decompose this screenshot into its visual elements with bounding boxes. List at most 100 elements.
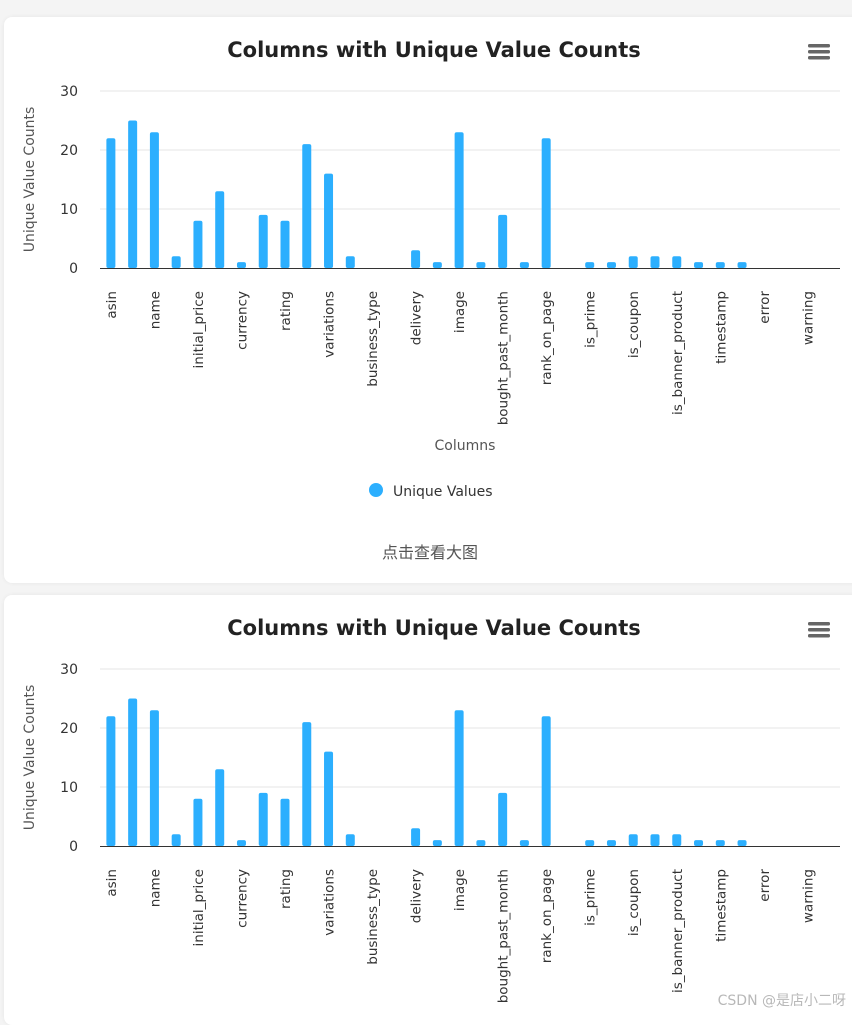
- bar[interactable]: [215, 191, 225, 268]
- bar[interactable]: [606, 840, 616, 846]
- y-axis-title: Unique Value Counts: [22, 685, 38, 831]
- x-tick-label: rating: [278, 869, 294, 909]
- bar[interactable]: [280, 220, 290, 268]
- legend-marker: [369, 483, 383, 497]
- bar[interactable]: [715, 262, 725, 268]
- x-tick-label: is_prime: [583, 291, 599, 348]
- bar[interactable]: [737, 840, 747, 846]
- bar[interactable]: [128, 698, 138, 847]
- watermark: CSDN @是店小二呀: [717, 993, 846, 1009]
- y-tick-label: 10: [60, 780, 78, 796]
- x-tick-label: name: [147, 869, 163, 907]
- bar[interactable]: [715, 840, 725, 846]
- bar[interactable]: [454, 710, 464, 846]
- x-tick-label: is_coupon: [626, 291, 642, 358]
- bar[interactable]: [302, 144, 312, 268]
- x-axis-title: Columns: [435, 438, 496, 454]
- bar[interactable]: [694, 262, 704, 268]
- x-tick-label: rank_on_page: [539, 869, 555, 963]
- bar[interactable]: [236, 840, 246, 846]
- bar[interactable]: [345, 256, 355, 268]
- x-tick-label: is_banner_product: [670, 869, 686, 993]
- bar[interactable]: [541, 716, 551, 846]
- bar[interactable]: [149, 132, 159, 268]
- y-tick-label: 20: [60, 143, 78, 159]
- x-tick-label: delivery: [409, 291, 425, 345]
- bar[interactable]: [193, 220, 203, 268]
- bar[interactable]: [193, 798, 203, 846]
- bar[interactable]: [672, 834, 682, 846]
- bar[interactable]: [650, 256, 660, 268]
- x-tick-label: variations: [322, 291, 338, 358]
- bar[interactable]: [628, 256, 638, 268]
- bar[interactable]: [106, 716, 116, 846]
- bar[interactable]: [171, 256, 181, 268]
- bar[interactable]: [694, 840, 704, 846]
- x-tick-label: bought_past_month: [496, 291, 512, 425]
- bar[interactable]: [454, 132, 464, 268]
- bar[interactable]: [498, 792, 508, 846]
- y-tick-label: 10: [60, 202, 78, 218]
- x-tick-label: asin: [104, 291, 120, 319]
- x-tick-label: bought_past_month: [496, 869, 512, 1003]
- bar[interactable]: [236, 262, 246, 268]
- y-tick-label: 0: [69, 839, 78, 855]
- x-tick-label: is_coupon: [626, 869, 642, 936]
- bar[interactable]: [280, 798, 290, 846]
- y-tick-label: 30: [60, 662, 78, 678]
- bar[interactable]: [258, 214, 268, 268]
- x-tick-label: timestamp: [713, 291, 729, 364]
- bar[interactable]: [737, 262, 747, 268]
- bar[interactable]: [258, 792, 268, 846]
- x-tick-label: name: [147, 291, 163, 329]
- bar[interactable]: [215, 769, 225, 846]
- bar[interactable]: [541, 138, 551, 268]
- x-tick-label: asin: [104, 869, 120, 897]
- bar[interactable]: [476, 262, 486, 268]
- legend[interactable]: Unique Values: [369, 483, 493, 500]
- menu-line: [808, 634, 830, 638]
- bar[interactable]: [585, 840, 595, 846]
- chart-card: Columns with Unique Value Counts 0 10 20 30 U…: [4, 595, 852, 1025]
- bar[interactable]: [432, 840, 442, 846]
- bar[interactable]: [628, 834, 638, 846]
- x-tick-label: image: [452, 291, 468, 333]
- x-tick-label: rating: [278, 291, 294, 331]
- chart-title: Columns with Unique Value Counts: [227, 616, 641, 640]
- chart-title: Columns with Unique Value Counts: [227, 38, 641, 62]
- bar[interactable]: [128, 120, 138, 269]
- bar[interactable]: [324, 173, 334, 268]
- bar[interactable]: [606, 262, 616, 268]
- legend-label: Unique Values: [393, 484, 493, 500]
- bar[interactable]: [302, 722, 312, 846]
- x-tick-label: currency: [234, 869, 250, 928]
- bar[interactable]: [476, 840, 486, 846]
- bar[interactable]: [345, 834, 355, 846]
- chart-card: Columns with Unique Value Counts 0 10 20 30 U…: [4, 17, 852, 583]
- bar[interactable]: [650, 834, 660, 846]
- bar[interactable]: [106, 138, 116, 268]
- bar[interactable]: [411, 250, 421, 268]
- bar[interactable]: [411, 828, 421, 846]
- menu-line: [808, 622, 830, 626]
- y-tick-label: 30: [60, 84, 78, 100]
- bar[interactable]: [519, 262, 529, 268]
- x-tick-label: is_banner_product: [670, 291, 686, 415]
- menu-line: [808, 50, 830, 54]
- bar[interactable]: [324, 751, 334, 846]
- bar[interactable]: [585, 262, 595, 268]
- bar[interactable]: [498, 214, 508, 268]
- hamburger-menu-icon[interactable]: [808, 622, 830, 638]
- bar-chart: Columns with Unique Value Counts 0 10 20 30 U…: [22, 38, 840, 500]
- bar[interactable]: [432, 262, 442, 268]
- x-tick-label: error: [757, 869, 773, 902]
- bar[interactable]: [171, 834, 181, 846]
- bar[interactable]: [672, 256, 682, 268]
- hamburger-menu-icon[interactable]: [808, 44, 830, 60]
- bar[interactable]: [149, 710, 159, 846]
- x-tick-label: warning: [800, 291, 816, 345]
- bar[interactable]: [519, 840, 529, 846]
- y-axis-title: Unique Value Counts: [22, 107, 38, 253]
- menu-line: [808, 56, 830, 60]
- view-larger-caption[interactable]: 点击查看大图: [381, 543, 478, 562]
